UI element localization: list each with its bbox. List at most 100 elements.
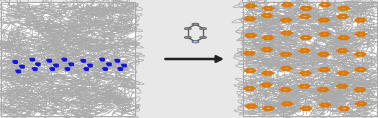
Circle shape (321, 32, 324, 33)
Circle shape (326, 54, 329, 55)
Circle shape (261, 84, 264, 85)
Circle shape (33, 69, 37, 70)
Circle shape (269, 36, 271, 37)
Circle shape (251, 17, 253, 18)
Circle shape (69, 63, 73, 64)
Circle shape (267, 86, 270, 87)
Circle shape (326, 106, 328, 107)
Circle shape (119, 69, 122, 70)
Circle shape (245, 70, 248, 71)
Circle shape (17, 72, 20, 73)
Circle shape (246, 17, 249, 18)
Circle shape (264, 16, 266, 17)
Circle shape (338, 8, 341, 9)
Circle shape (328, 4, 331, 5)
Circle shape (253, 35, 256, 36)
Circle shape (343, 52, 346, 53)
Circle shape (245, 5, 248, 6)
Circle shape (354, 89, 357, 90)
Circle shape (287, 18, 290, 19)
Circle shape (284, 6, 287, 7)
Circle shape (265, 36, 267, 37)
Circle shape (318, 54, 321, 55)
Circle shape (281, 33, 284, 34)
Circle shape (343, 84, 345, 85)
Circle shape (31, 60, 34, 61)
Circle shape (101, 60, 104, 61)
Circle shape (347, 108, 350, 109)
Circle shape (321, 21, 323, 22)
Circle shape (280, 54, 283, 55)
Circle shape (308, 37, 311, 38)
Circle shape (301, 52, 304, 53)
Circle shape (116, 61, 119, 62)
Circle shape (284, 3, 287, 4)
Circle shape (244, 18, 247, 19)
Circle shape (20, 65, 24, 67)
Circle shape (248, 7, 250, 8)
Circle shape (251, 69, 254, 70)
Circle shape (307, 50, 310, 51)
Circle shape (339, 84, 341, 85)
Circle shape (341, 9, 343, 10)
Circle shape (270, 15, 273, 16)
Circle shape (363, 20, 366, 21)
Circle shape (362, 32, 364, 33)
Circle shape (54, 64, 58, 66)
Circle shape (303, 9, 305, 10)
Circle shape (358, 105, 360, 106)
Circle shape (48, 61, 51, 62)
Circle shape (357, 68, 360, 69)
Circle shape (322, 106, 324, 107)
Circle shape (248, 104, 251, 105)
Circle shape (280, 20, 284, 21)
Circle shape (248, 4, 250, 5)
Circle shape (265, 6, 268, 7)
Circle shape (280, 89, 283, 90)
Circle shape (286, 91, 289, 92)
Circle shape (343, 87, 345, 88)
Circle shape (252, 88, 255, 89)
Circle shape (264, 71, 267, 72)
Circle shape (62, 58, 67, 60)
Circle shape (252, 4, 254, 5)
Circle shape (66, 69, 70, 70)
Circle shape (288, 89, 291, 90)
Circle shape (20, 67, 24, 68)
Circle shape (322, 6, 324, 7)
Circle shape (30, 58, 34, 60)
Circle shape (288, 105, 291, 106)
Circle shape (321, 18, 323, 19)
Circle shape (284, 34, 286, 35)
Circle shape (284, 31, 286, 32)
Circle shape (263, 83, 266, 84)
Circle shape (361, 52, 364, 53)
Circle shape (184, 27, 191, 30)
Circle shape (336, 86, 339, 87)
Circle shape (301, 49, 304, 50)
Circle shape (250, 54, 253, 55)
Circle shape (319, 34, 322, 35)
Circle shape (47, 59, 51, 61)
Circle shape (325, 71, 328, 72)
Circle shape (357, 55, 359, 56)
Circle shape (269, 39, 271, 40)
Circle shape (307, 39, 309, 40)
Circle shape (357, 52, 359, 53)
Circle shape (318, 89, 321, 90)
Circle shape (301, 84, 304, 85)
Circle shape (70, 65, 73, 66)
Circle shape (339, 49, 342, 50)
Circle shape (306, 71, 309, 72)
Circle shape (85, 69, 88, 70)
Circle shape (100, 58, 104, 60)
Circle shape (33, 68, 37, 69)
Circle shape (269, 9, 272, 10)
Circle shape (252, 104, 255, 105)
Circle shape (263, 8, 266, 9)
Circle shape (253, 18, 256, 19)
Circle shape (326, 89, 329, 90)
Circle shape (262, 73, 265, 74)
Circle shape (340, 39, 343, 40)
Circle shape (355, 54, 358, 55)
